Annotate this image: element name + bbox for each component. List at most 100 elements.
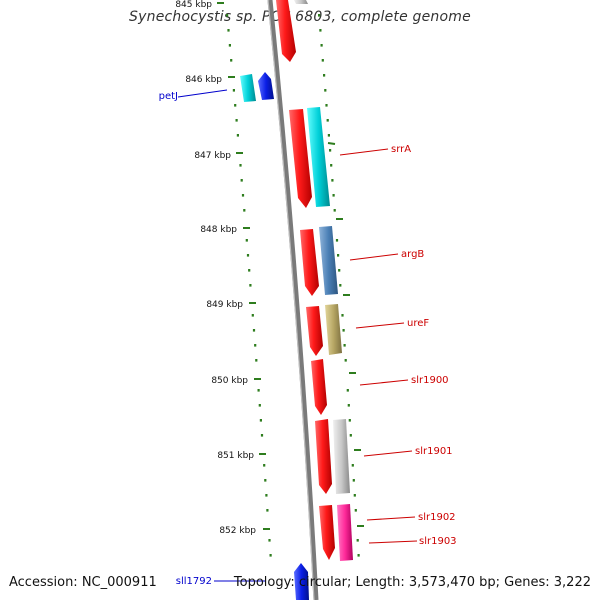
guide-dot	[239, 164, 242, 167]
gene-ureF-partner-arrow[interactable]	[325, 304, 342, 355]
map-title: Synechocystis sp. PCC 6803, complete gen…	[129, 9, 471, 25]
gene-label-srrA[interactable]: srrA	[391, 144, 411, 155]
gene-label-slr1901[interactable]: slr1901	[415, 446, 453, 457]
guide-dot	[263, 464, 266, 467]
gene-argB-arrow[interactable]	[300, 229, 319, 296]
gene-label-sll1792[interactable]: sll1792	[176, 576, 212, 587]
guide-dot	[232, 89, 235, 92]
scale-tick-label: 847 kbp	[194, 151, 231, 161]
guide-dot	[346, 389, 349, 392]
guide-dot	[258, 404, 261, 407]
guide-dot	[341, 314, 344, 317]
guide-dot	[356, 539, 359, 542]
guide-dot	[330, 164, 333, 167]
gene-arrow-top[interactable]	[276, 0, 296, 62]
scale-tick-label: 846 kbp	[185, 75, 222, 85]
guide-dot	[265, 494, 268, 497]
guide-dot	[351, 464, 354, 467]
gene-srrA-arrow[interactable]	[289, 109, 312, 208]
guide-dot	[228, 44, 231, 47]
outer-guide-dots	[318, 14, 360, 557]
guide-dot	[343, 344, 346, 347]
guide-dot	[331, 179, 334, 182]
guide-dot	[230, 59, 233, 62]
genome-backbone-highlight	[267, 0, 315, 600]
guide-dot	[353, 494, 356, 497]
guide-dot	[259, 419, 262, 422]
guide-dot	[327, 134, 330, 137]
gene-label-slr1900[interactable]: slr1900	[411, 375, 449, 386]
guide-dot	[329, 149, 332, 152]
gene-slr1902-arrow[interactable]	[319, 505, 335, 560]
guide-dot	[268, 539, 271, 542]
gene-sll1792-arrow[interactable]	[294, 563, 309, 600]
gene-arrow-top-partner[interactable]	[294, 0, 308, 4]
guide-dot	[251, 314, 254, 317]
scale-tick-label: 848 kbp	[200, 225, 237, 235]
gene-petJ-arrow[interactable]	[240, 74, 256, 102]
inner-guide-dots	[226, 14, 272, 557]
guide-dot	[243, 209, 246, 212]
guide-dot	[324, 89, 327, 92]
scale-tick-label: 845 kbp	[175, 0, 212, 10]
guide-dot	[269, 554, 272, 557]
genome-backbone	[267, 0, 319, 600]
guide-dot	[354, 509, 357, 512]
gene-label-petJ[interactable]: petJ	[159, 91, 178, 102]
guide-dot	[240, 179, 243, 182]
guide-dot	[227, 29, 230, 32]
guide-dot	[348, 419, 351, 422]
gene-slr1901-arrow[interactable]	[315, 419, 332, 494]
guide-dot	[320, 44, 323, 47]
label-leaders	[177, 89, 418, 582]
gene-features	[240, 0, 353, 600]
guide-dot	[332, 194, 335, 197]
accession-text: Accession: NC_000911	[9, 575, 157, 590]
gene-labels: petJ srrA argB ureF slr1900 slr1901 slr1…	[159, 91, 457, 587]
guide-dot	[249, 284, 252, 287]
outer-ticks	[327, 142, 364, 527]
guide-dot	[236, 134, 239, 137]
guide-dot	[257, 389, 260, 392]
gene-argB-partner-arrow[interactable]	[319, 226, 338, 295]
scale-tick-label: 850 kbp	[211, 376, 248, 386]
guide-dot	[347, 404, 350, 407]
guide-dot	[352, 479, 355, 482]
gene-ureF-arrow[interactable]	[306, 306, 323, 356]
guide-dot	[234, 104, 237, 107]
guide-dot	[323, 74, 326, 77]
guide-dot	[248, 269, 251, 272]
gene-label-ureF[interactable]: ureF	[407, 318, 429, 329]
guide-dot	[344, 359, 347, 362]
guide-dot	[254, 344, 257, 347]
guide-dot	[342, 329, 345, 332]
scale-ticks: 845 kbp 846 kbp 847 kbp 848 kbp 849 kbp …	[175, 0, 270, 536]
gene-slr1901-partner-arrow[interactable]	[333, 419, 350, 494]
scale-tick-label: 851 kbp	[217, 451, 254, 461]
guide-dot	[337, 254, 340, 257]
guide-dot	[235, 119, 238, 122]
guide-dot	[338, 269, 341, 272]
gene-slr1903-arrow[interactable]	[337, 504, 353, 561]
gene-srrA-partner-arrow[interactable]	[307, 107, 330, 207]
guide-dot	[339, 284, 342, 287]
genome-summary-text: Topology: circular; Length: 3,573,470 bp…	[233, 575, 591, 590]
guide-dot	[241, 194, 245, 197]
guide-dot	[264, 479, 267, 482]
gene-label-argB[interactable]: argB	[401, 249, 424, 260]
guide-dot	[357, 554, 360, 557]
gene-slr1900-arrow[interactable]	[311, 359, 327, 415]
gene-label-slr1902[interactable]: slr1902	[418, 512, 456, 523]
guide-dot	[226, 14, 229, 17]
scale-tick-label: 852 kbp	[219, 526, 256, 536]
guide-dot	[326, 119, 329, 122]
guide-dot	[245, 239, 248, 242]
guide-dot	[246, 254, 250, 257]
gene-petJ-partner-arrow[interactable]	[258, 72, 274, 100]
guide-dot	[266, 509, 269, 512]
gene-label-slr1903[interactable]: slr1903	[419, 536, 457, 547]
guide-dot	[319, 29, 322, 32]
scale-tick-label: 849 kbp	[206, 300, 243, 310]
